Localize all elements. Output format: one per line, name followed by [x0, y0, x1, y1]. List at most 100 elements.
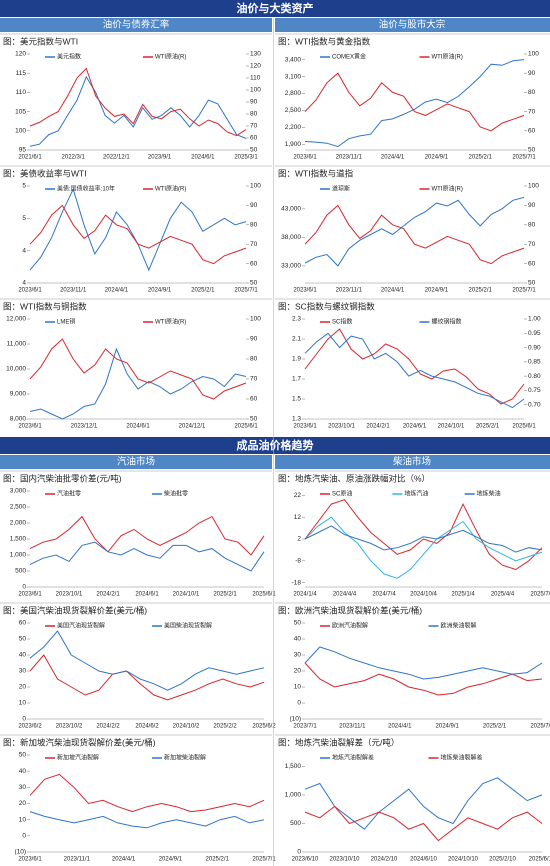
x-tick-label: 2025/7/1 [512, 288, 536, 294]
x-tick-label: 2022/3/1 [62, 155, 86, 161]
x-tick-label: 2025/6/10 [529, 857, 550, 863]
series-line [29, 347, 247, 420]
x-tick-label: 2023/6/10 [292, 857, 319, 863]
chart-title: 图：美元指数与WTI [3, 36, 78, 46]
y-tick-label: 10 [19, 700, 27, 707]
x-tick-label: 2024/4/1 [381, 288, 405, 294]
series-line [29, 773, 265, 813]
y-tick-label: 2,000 [10, 520, 27, 527]
legend-label: 汽油批零 [57, 490, 81, 498]
chart-title: 图：美债收益率与WTI [3, 168, 87, 178]
y2-tick-label: 80 [250, 356, 258, 363]
x-tick-label: 2023/10/1 [56, 592, 83, 598]
x-tick-label: 2023/6/1 [18, 424, 42, 430]
y-tick-label: 0 [297, 849, 301, 856]
sub-bar [275, 455, 550, 469]
y2-tick-label: 70 [250, 376, 258, 383]
x-tick-label: 2023/6/1 [18, 592, 42, 598]
x-tick-label: 2025/2/2 [213, 724, 237, 730]
y-tick-label: -18 [292, 579, 302, 586]
y-tick-label: 95 [19, 147, 27, 154]
legend-label: 美元指数 [57, 53, 81, 61]
legend-label: SC指数 [332, 318, 352, 326]
y-tick-label: 5 [22, 183, 26, 190]
series-line [29, 541, 265, 572]
x-tick-label: 2024/4/1 [112, 857, 136, 863]
x-tick-label: 2025/2/10 [489, 857, 516, 863]
y-tick-label: 40 [294, 636, 302, 643]
x-tick-label: 2025/6/1 [512, 424, 536, 430]
x-tick-label: 2024/9/1 [425, 288, 449, 294]
legend-label: 新加坡汽油裂解 [57, 754, 99, 762]
y-tick-label: 33,000 [281, 263, 301, 270]
y2-tick-label: 80 [250, 222, 258, 229]
y-tick-label: 10 [294, 684, 302, 691]
y-tick-label: 30 [19, 668, 27, 675]
y-tick-label: 0 [22, 833, 26, 840]
x-tick-label: 2024/4/1 [105, 288, 129, 294]
x-tick-label: 2023/6/1 [18, 288, 42, 294]
y-tick-label: 40 [19, 652, 27, 659]
x-tick-label: 2024/2/1 [96, 592, 120, 598]
chart-title: 图：SC指数与螺纹钢指数 [278, 301, 375, 311]
y-tick-label: 10 [19, 816, 27, 823]
x-tick-label: 2025/2/1 [206, 857, 230, 863]
chart-title: 图：WTI指数与黄金指数 [278, 36, 371, 46]
series-line [304, 805, 543, 842]
x-tick-label: 2024/10/10 [448, 857, 479, 863]
y-tick-label: 1,500 [285, 763, 302, 770]
y-tick-label: 3,100 [285, 73, 302, 80]
y-tick-label: 38,000 [281, 234, 301, 241]
y2-tick-label: 0.90 [528, 344, 541, 351]
y2-tick-label: 70 [250, 123, 258, 130]
x-tick-label: 2024/6/1 [191, 155, 215, 161]
y2-tick-label: 0.95 [528, 330, 541, 337]
x-tick-label: 2025/7/1 [530, 724, 550, 730]
x-tick-label: 2024/9/1 [425, 155, 449, 161]
x-tick-label: 2025/1/4 [451, 592, 475, 598]
y2-tick-label: 0.75 [528, 387, 541, 394]
x-tick-label: 2023/10/10 [329, 857, 360, 863]
y2-tick-label: 70 [528, 108, 536, 115]
y-tick-label: 2,800 [285, 90, 302, 97]
y2-tick-label: 110 [250, 75, 261, 82]
series-line [304, 332, 525, 409]
x-tick-label: 2023/6/1 [18, 857, 42, 863]
series-line [29, 187, 247, 272]
y-tick-label: 43,000 [281, 206, 301, 213]
y-tick-label: 105 [15, 108, 26, 115]
y-tick-label: 60 [19, 620, 27, 627]
x-tick-label: 2023/6/1 [293, 155, 317, 161]
y2-tick-label: 1.00 [528, 316, 541, 323]
y2-tick-label: 100 [250, 316, 261, 323]
section-title: 成品油价格趋势 [237, 438, 314, 452]
y2-tick-label: 60 [250, 396, 258, 403]
y-tick-label: 9,000 [10, 391, 27, 398]
series-line [29, 515, 265, 556]
y2-tick-label: 90 [250, 99, 258, 106]
x-tick-label: 2023/6/1 [293, 288, 317, 294]
y2-tick-label: 70 [250, 241, 258, 248]
y-tick-label: 50 [294, 620, 302, 627]
legend-label: LME铜 [57, 318, 75, 326]
x-tick-label: 2023/6/2 [18, 724, 42, 730]
x-tick-label: 2023/6/1 [293, 424, 317, 430]
x-tick-label: 2025/3/1 [234, 155, 258, 161]
sub-title: 油价与股市大宗 [379, 19, 446, 31]
series-line [29, 67, 247, 137]
y-tick-label: 50 [19, 752, 27, 759]
y2-tick-label: 0.80 [528, 373, 541, 380]
x-tick-label: 2023/11/1 [336, 288, 363, 294]
y-tick-label: 2 [297, 536, 301, 543]
legend-label: 道琼斯 [332, 185, 350, 193]
x-tick-label: 2024/9/1 [436, 724, 460, 730]
y-tick-label: 110 [16, 89, 27, 96]
x-tick-label: 2023/10/2 [56, 724, 83, 730]
y-tick-label: 50 [19, 636, 27, 643]
x-tick-label: 2024/4/1 [381, 155, 405, 161]
legend-label: WTI原油(R) [155, 185, 186, 193]
section-bar [0, 437, 550, 454]
x-tick-label: 2023/9/1 [148, 155, 172, 161]
x-tick-label: 2025/2/1 [213, 592, 237, 598]
y-tick-label: 1,500 [10, 536, 27, 543]
